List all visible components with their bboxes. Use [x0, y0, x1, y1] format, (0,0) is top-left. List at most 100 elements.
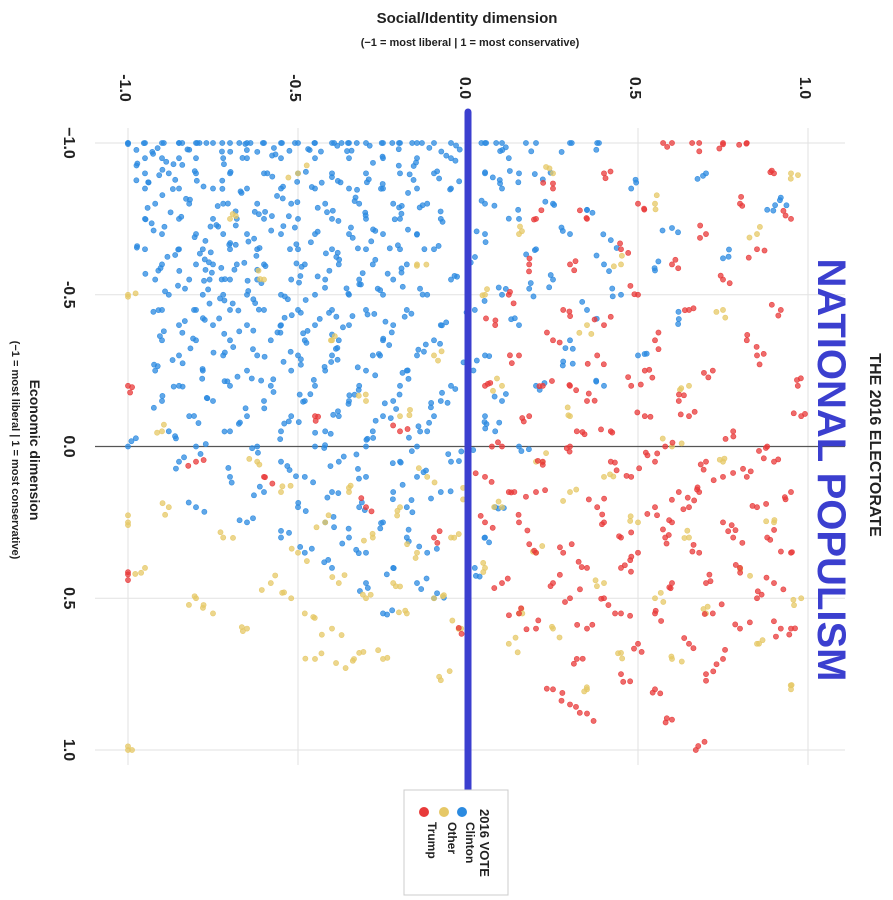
- point-clinton: [236, 328, 243, 335]
- point-other: [610, 263, 617, 270]
- point-clinton: [408, 448, 415, 455]
- point-clinton: [651, 265, 658, 271]
- point-trump: [686, 504, 692, 511]
- point-other: [439, 593, 446, 600]
- point-clinton: [628, 185, 635, 192]
- point-clinton: [178, 213, 185, 220]
- point-clinton: [220, 200, 227, 207]
- point-trump: [778, 548, 784, 555]
- point-other: [342, 665, 349, 671]
- point-clinton: [777, 197, 783, 204]
- point-trump: [483, 315, 489, 322]
- point-clinton: [659, 227, 666, 234]
- legend-label-other: Other: [445, 822, 459, 854]
- point-clinton: [431, 413, 437, 420]
- point-clinton: [229, 300, 236, 307]
- point-clinton: [142, 170, 148, 177]
- point-trump: [477, 512, 484, 519]
- point-trump: [754, 246, 760, 253]
- point-clinton: [133, 177, 140, 184]
- point-clinton: [428, 404, 434, 411]
- point-trump: [601, 322, 607, 328]
- point-clinton: [399, 283, 406, 290]
- point-trump: [669, 140, 675, 146]
- point-trump: [579, 429, 586, 435]
- point-other: [490, 387, 496, 394]
- point-clinton: [375, 351, 382, 357]
- point-trump: [550, 185, 556, 192]
- point-clinton: [635, 352, 641, 359]
- point-other: [165, 504, 172, 511]
- point-other: [232, 213, 239, 219]
- point-trump: [269, 480, 276, 487]
- point-trump: [516, 519, 522, 526]
- point-other: [431, 595, 437, 602]
- point-other: [576, 329, 583, 336]
- point-other: [499, 382, 505, 389]
- point-clinton: [316, 316, 323, 322]
- point-trump: [516, 610, 522, 617]
- point-clinton: [471, 565, 478, 571]
- point-clinton: [600, 231, 607, 238]
- point-clinton: [159, 231, 165, 237]
- point-trump: [556, 339, 563, 346]
- point-clinton: [423, 575, 430, 582]
- point-clinton: [225, 200, 231, 207]
- point-clinton: [210, 349, 217, 356]
- point-other: [720, 307, 726, 313]
- point-other: [255, 267, 262, 274]
- point-clinton: [366, 142, 373, 149]
- point-trump: [762, 445, 769, 451]
- point-clinton: [527, 280, 534, 286]
- point-trump: [511, 489, 518, 495]
- point-clinton: [439, 218, 446, 225]
- point-clinton: [159, 155, 165, 162]
- point-clinton: [220, 155, 227, 162]
- point-clinton: [244, 185, 250, 192]
- point-trump: [744, 332, 751, 338]
- point-other: [713, 308, 720, 315]
- point-clinton: [403, 261, 410, 268]
- point-trump: [519, 415, 526, 421]
- x-tick-label: 1.0: [796, 77, 813, 99]
- point-clinton: [230, 344, 237, 350]
- point-trump: [675, 489, 682, 495]
- point-clinton: [431, 246, 437, 253]
- point-clinton: [261, 398, 267, 404]
- point-clinton: [329, 174, 335, 180]
- point-clinton: [279, 195, 286, 202]
- point-clinton: [195, 420, 202, 426]
- point-trump: [625, 374, 632, 381]
- point-trump: [576, 709, 583, 716]
- point-trump: [472, 470, 479, 477]
- point-clinton: [280, 183, 286, 190]
- point-other: [325, 512, 332, 519]
- point-trump: [524, 527, 531, 534]
- point-trump: [618, 610, 624, 617]
- point-other: [375, 647, 382, 654]
- point-clinton: [176, 322, 182, 328]
- point-clinton: [157, 333, 163, 340]
- point-trump: [455, 625, 462, 631]
- y-tick-label: 1.0: [60, 739, 77, 761]
- point-clinton: [133, 244, 140, 251]
- point-clinton: [250, 327, 257, 334]
- point-other: [479, 292, 486, 299]
- point-trump: [658, 618, 665, 624]
- point-trump: [625, 249, 632, 256]
- point-clinton: [397, 215, 403, 222]
- point-trump: [644, 511, 651, 517]
- point-clinton: [169, 357, 176, 363]
- point-clinton: [641, 351, 648, 357]
- point-trump: [669, 716, 675, 723]
- point-trump: [675, 265, 682, 272]
- point-other: [414, 262, 420, 269]
- point-clinton: [562, 345, 569, 352]
- point-clinton: [196, 250, 203, 257]
- point-clinton: [596, 140, 602, 146]
- point-clinton: [476, 573, 483, 580]
- point-clinton: [481, 534, 488, 541]
- point-clinton: [395, 146, 402, 153]
- point-clinton: [244, 367, 250, 374]
- point-other: [142, 565, 148, 571]
